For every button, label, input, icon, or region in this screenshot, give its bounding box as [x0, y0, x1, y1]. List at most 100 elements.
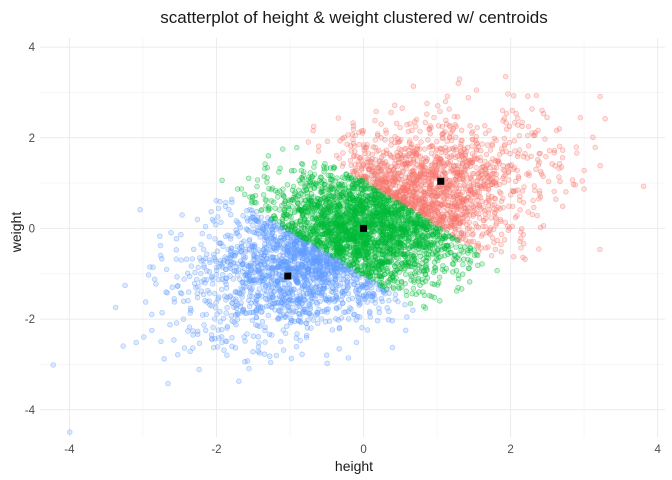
data-point: [399, 279, 405, 285]
data-point: [364, 299, 370, 305]
data-point: [429, 202, 436, 209]
data-point: [452, 257, 459, 263]
data-point: [265, 153, 272, 159]
data-point: [435, 103, 441, 109]
data-point: [422, 146, 428, 152]
data-point: [268, 359, 274, 366]
data-point: [385, 195, 392, 201]
data-point: [237, 258, 244, 264]
data-point: [288, 257, 294, 263]
data-point: [225, 232, 231, 238]
data-point: [307, 311, 313, 317]
data-point: [640, 183, 647, 190]
data-point: [244, 215, 250, 221]
data-point: [525, 93, 531, 99]
data-point: [440, 163, 447, 170]
data-point: [256, 323, 263, 330]
data-point: [483, 170, 489, 177]
data-point: [208, 332, 215, 338]
data-point: [460, 261, 466, 268]
data-point: [477, 154, 483, 161]
data-point: [275, 194, 281, 200]
data-point: [458, 212, 465, 218]
data-point: [263, 224, 270, 231]
data-point: [168, 230, 174, 236]
data-point: [602, 115, 608, 122]
data-point: [281, 201, 287, 207]
data-point: [247, 236, 253, 243]
data-point: [364, 141, 370, 148]
data-point: [234, 310, 241, 316]
data-point: [203, 327, 209, 333]
data-point: [330, 270, 337, 276]
data-point: [362, 282, 369, 288]
data-point: [385, 278, 391, 284]
data-point: [311, 123, 317, 130]
data-point: [418, 182, 425, 188]
data-point: [551, 147, 558, 154]
data-point: [187, 348, 193, 355]
data-point: [285, 263, 291, 269]
data-point: [202, 223, 209, 230]
data-point: [511, 119, 518, 126]
data-point: [223, 199, 229, 206]
data-point: [263, 282, 269, 289]
data-point: [219, 334, 225, 340]
data-point: [195, 283, 201, 290]
data-point: [383, 150, 390, 157]
data-point: [308, 325, 314, 331]
scatter-points: [50, 73, 647, 435]
data-point: [492, 210, 498, 217]
data-point: [515, 115, 521, 121]
data-point: [188, 307, 194, 314]
data-point: [294, 331, 300, 337]
data-point: [149, 327, 155, 334]
data-point: [532, 187, 538, 194]
data-point: [469, 159, 475, 166]
data-point: [359, 325, 365, 331]
data-point: [437, 298, 443, 304]
data-point: [222, 254, 228, 260]
data-point: [194, 216, 201, 223]
data-point: [470, 238, 477, 245]
data-point: [346, 296, 352, 303]
data-point: [359, 128, 365, 134]
data-point: [488, 215, 494, 221]
data-point: [480, 223, 486, 230]
data-point: [280, 258, 286, 264]
data-point: [597, 246, 603, 253]
data-point: [264, 256, 270, 262]
data-point: [592, 144, 598, 151]
data-point: [448, 201, 455, 207]
data-point: [419, 164, 426, 171]
data-point: [249, 214, 256, 221]
data-point: [341, 309, 347, 315]
data-point: [173, 320, 180, 326]
data-point: [476, 204, 482, 210]
data-point: [178, 257, 184, 263]
data-point: [239, 279, 245, 286]
data-point: [256, 340, 262, 346]
data-point: [336, 304, 343, 310]
data-point: [178, 232, 184, 238]
data-point: [196, 340, 203, 346]
data-point: [481, 217, 487, 224]
data-point: [227, 248, 234, 254]
data-point: [434, 207, 440, 214]
data-point: [255, 231, 262, 237]
data-point: [348, 148, 354, 154]
data-point: [319, 266, 326, 273]
data-point: [477, 173, 483, 180]
data-point: [230, 276, 237, 282]
data-point: [239, 291, 245, 297]
data-point: [261, 351, 268, 357]
data-point: [421, 171, 427, 178]
data-point: [475, 262, 481, 268]
data-point: [456, 191, 462, 198]
data-point: [439, 123, 445, 130]
data-point: [261, 272, 268, 278]
data-point: [314, 299, 320, 306]
data-point: [261, 261, 268, 268]
data-point: [222, 203, 229, 210]
data-point: [453, 123, 459, 130]
